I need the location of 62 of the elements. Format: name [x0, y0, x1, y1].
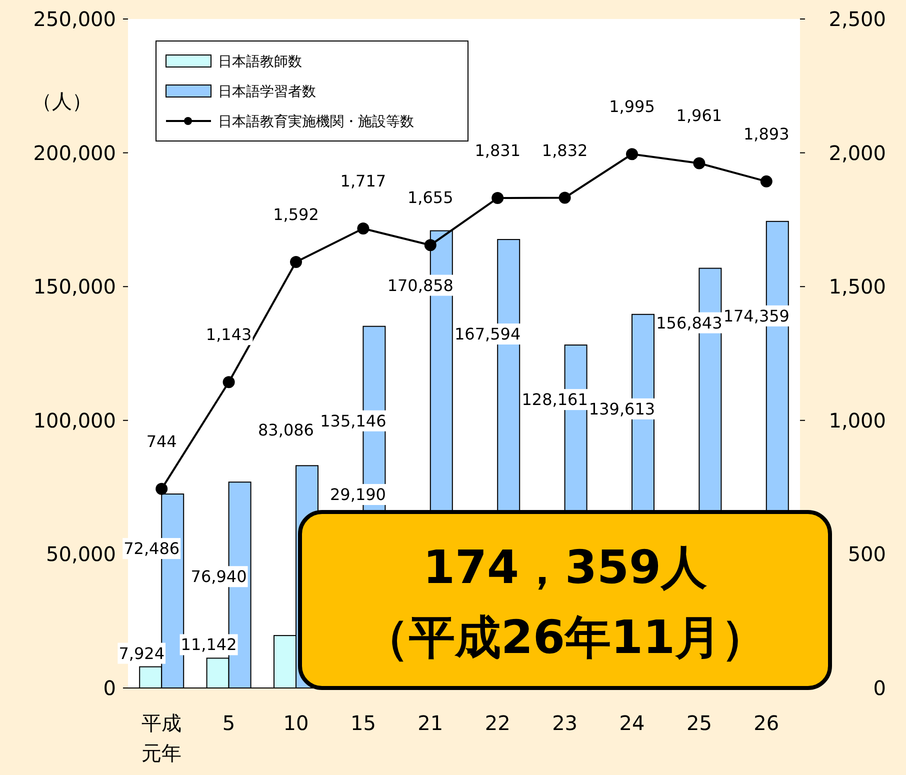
data-label: 1,143 — [206, 325, 252, 344]
y2-tick-label: 2,500 — [828, 7, 886, 31]
y2-tick-label: 500 — [848, 542, 886, 566]
x-tick-label: 26 — [754, 711, 780, 735]
data-label: 76,940 — [190, 567, 247, 586]
data-label: 139,613 — [588, 399, 656, 418]
point — [424, 239, 436, 252]
x-tick-label: 25 — [686, 711, 712, 735]
data-label: 174,359 — [723, 306, 790, 326]
point — [492, 192, 504, 204]
data-label: 1,893 — [743, 124, 790, 144]
x-tick-label: 23 — [552, 711, 578, 735]
data-label: 1,655 — [407, 188, 454, 208]
data-label: 1,717 — [340, 172, 386, 191]
data-label: 7,924 — [118, 644, 165, 663]
annotation: 174，359人 — [422, 540, 708, 594]
x-tick-label: 10 — [283, 711, 309, 735]
y2-tick-label: 1,500 — [828, 274, 886, 299]
y2-tick-label: 0 — [873, 676, 886, 700]
legend-label: 日本語教師数 — [218, 54, 302, 70]
y-tick-label: 150,000 — [33, 274, 116, 299]
point — [357, 222, 370, 235]
annotation: 29,190 — [330, 485, 386, 504]
data-label: 1,832 — [542, 140, 588, 160]
annotation: （平成26年11月） — [362, 610, 768, 664]
data-label: 167,594 — [454, 324, 521, 344]
data-label: 1,961 — [676, 106, 722, 126]
data-label: 170,858 — [387, 276, 454, 295]
data-label: 128,161 — [522, 390, 588, 410]
y2-tick-label: 1,000 — [828, 408, 886, 432]
legend-label: 日本語教育実施機関・施設等数 — [218, 113, 414, 130]
x-tick-label: 21 — [418, 711, 444, 735]
y-axis-title: （人） — [32, 89, 92, 113]
y-tick-label: 50,000 — [46, 542, 116, 566]
point — [693, 157, 706, 170]
y2-tick-label: 2,000 — [828, 140, 886, 165]
x-tick-label: 平成元年 — [142, 711, 182, 765]
data-label: 135,146 — [320, 411, 386, 430]
y-tick-label: 0 — [103, 676, 116, 700]
data-label: 156,843 — [656, 313, 722, 332]
x-tick-label: 15 — [350, 711, 376, 735]
callout: 174，359人 （平成26年11月） — [298, 510, 832, 690]
data-label: 83,086 — [258, 420, 314, 440]
point — [760, 175, 772, 188]
y-tick-label: 250,000 — [33, 7, 116, 31]
legend-label: 日本語学習者数 — [218, 84, 316, 100]
point — [156, 482, 168, 495]
data-label: 1,831 — [474, 141, 521, 160]
x-tick-label: 5 — [222, 711, 236, 735]
point — [222, 376, 235, 388]
data-label: 744 — [146, 432, 177, 451]
y-tick-label: 200,000 — [33, 140, 116, 165]
point — [626, 148, 638, 160]
point — [290, 256, 302, 268]
data-label: 72,486 — [124, 539, 180, 558]
data-label: 1,995 — [609, 97, 655, 116]
data-label: 1,592 — [273, 204, 319, 224]
x-tick-label: 22 — [484, 711, 510, 735]
y-tick-label: 100,000 — [33, 408, 116, 432]
point — [558, 192, 571, 204]
x-tick-label: 24 — [619, 711, 645, 735]
data-label: 11,142 — [180, 635, 237, 654]
